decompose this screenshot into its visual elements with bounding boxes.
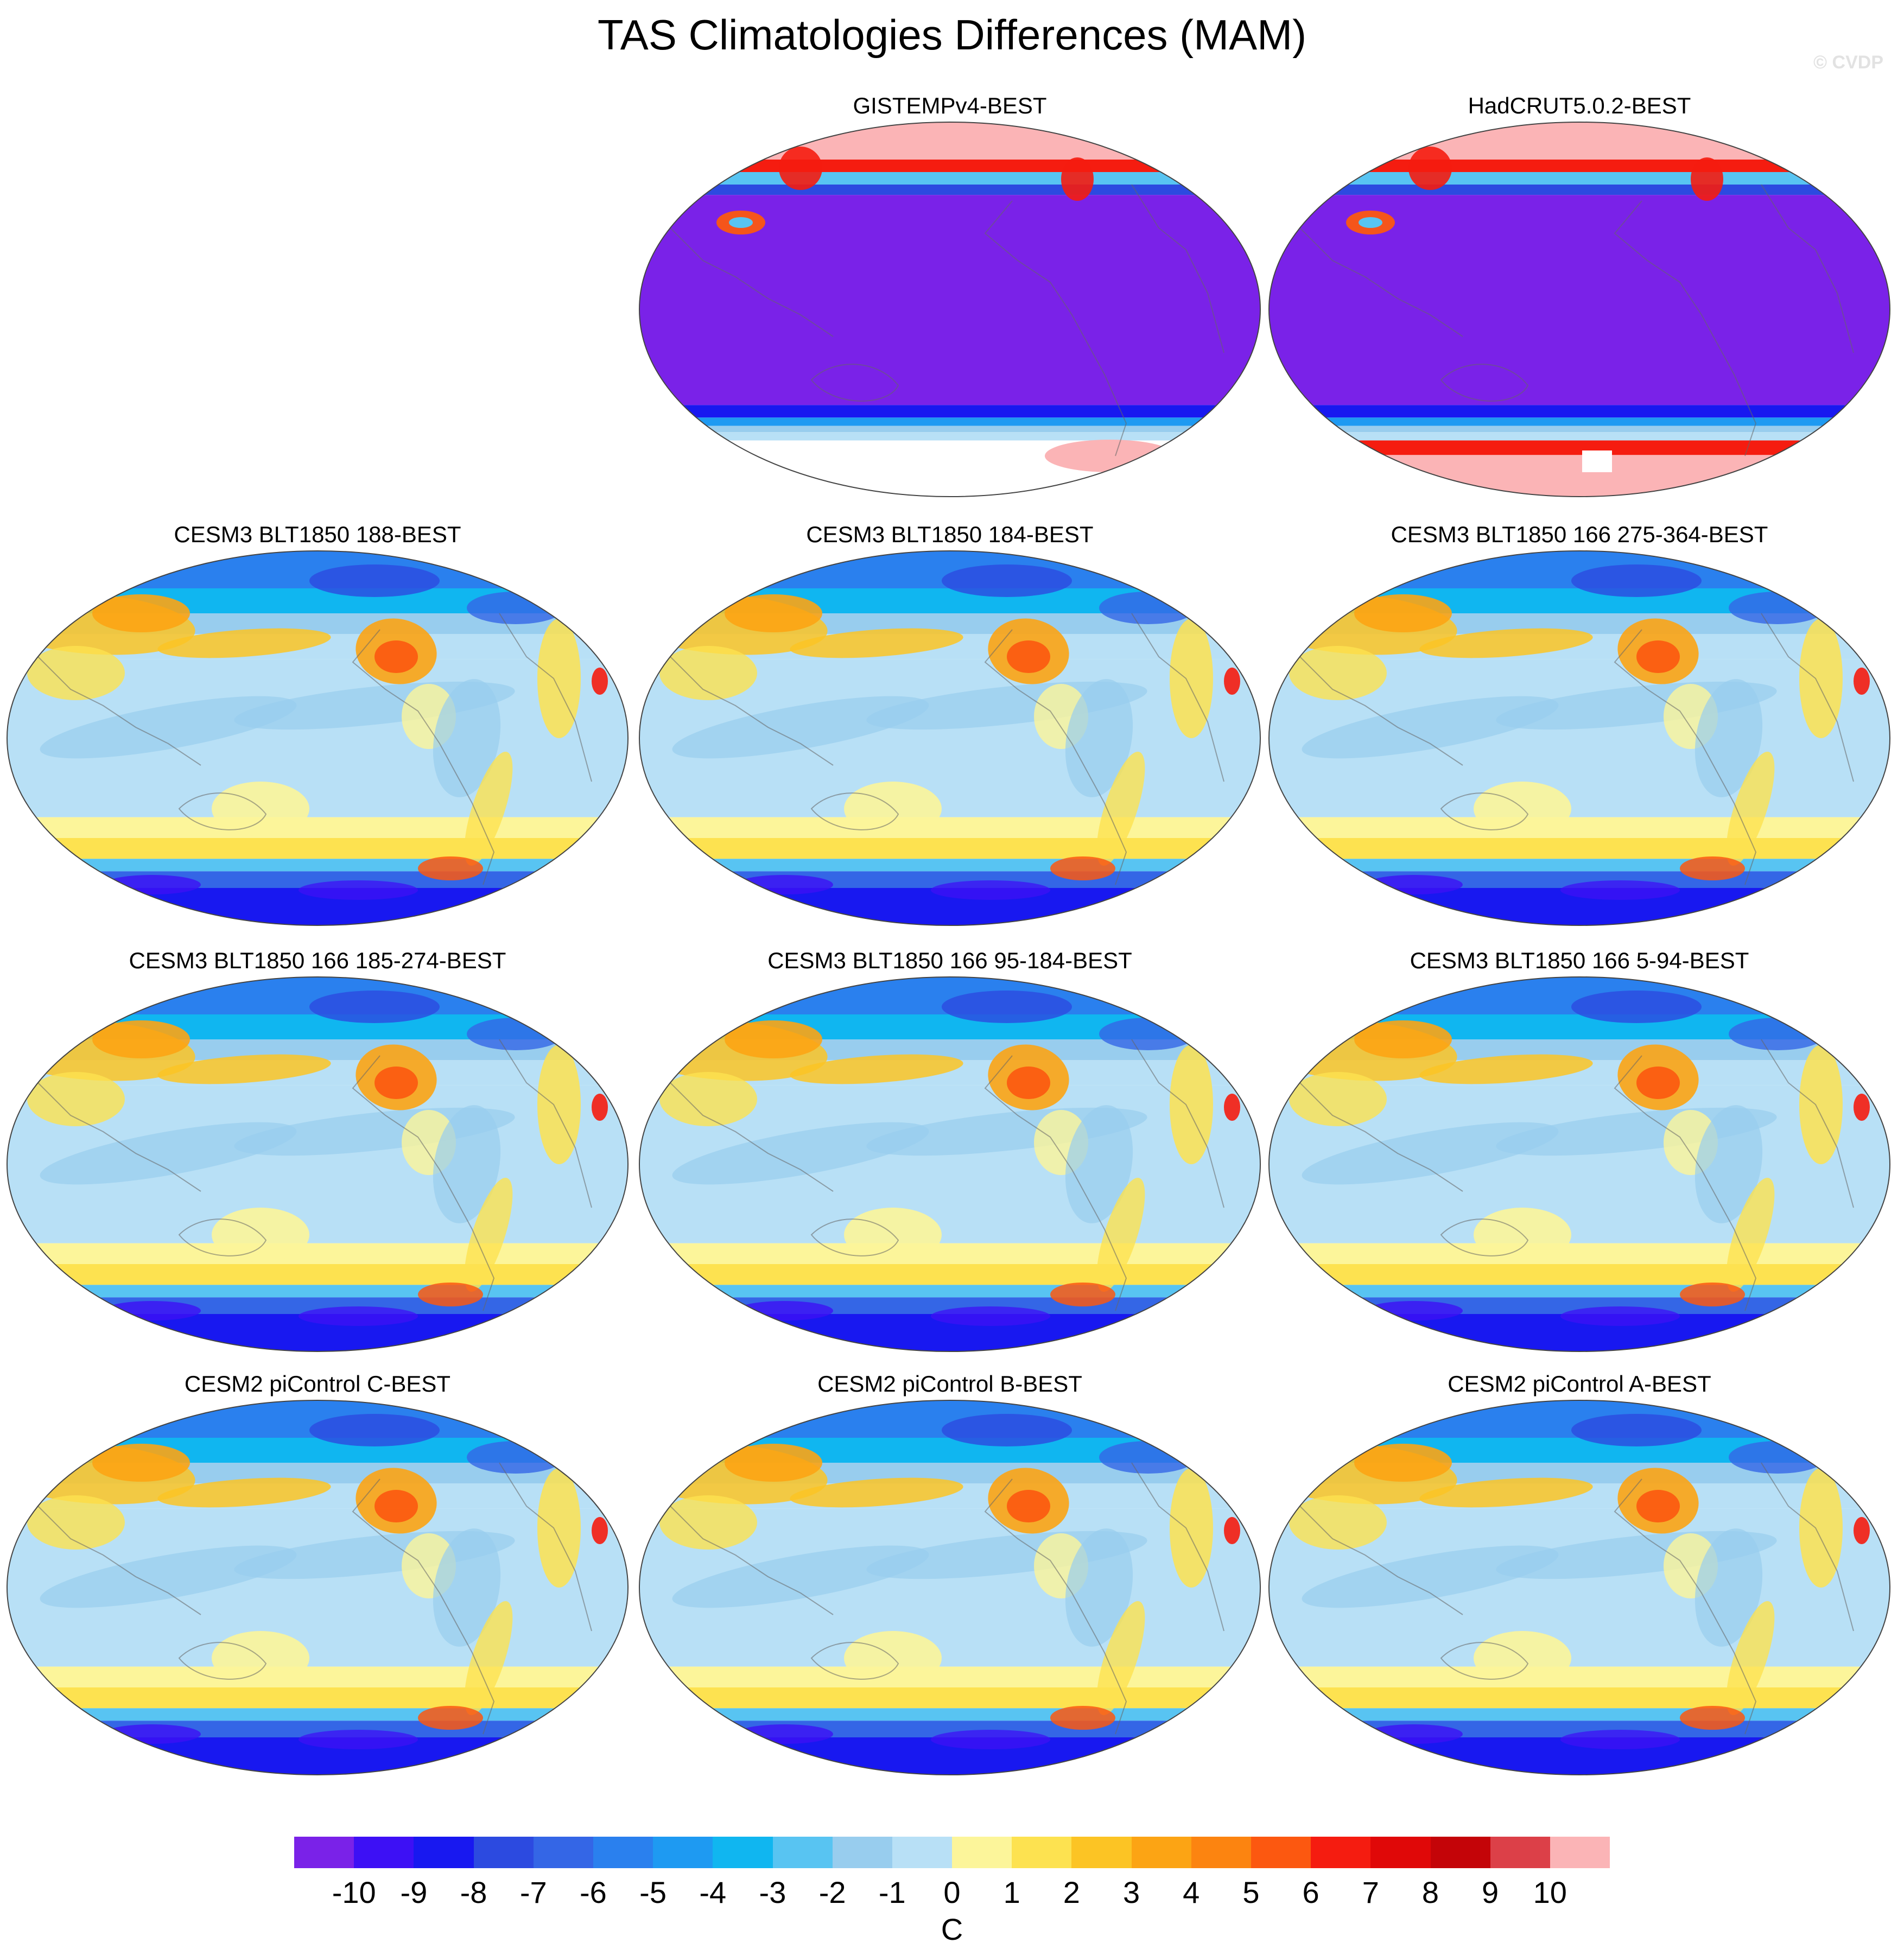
colorbar-swatch	[294, 1837, 354, 1868]
panel-title: GISTEMPv4-BEST	[853, 93, 1047, 118]
colorbar-tick-label: -1	[878, 1875, 906, 1909]
panel-title: CESM2 piControl C-BEST	[184, 1371, 451, 1397]
colorbar-ticks: -10 -9 -8 -7 -6 -5 -4 -3 -2 -1 0 1 2 3 4 5 6 7 8 9 10	[0, 1874, 1904, 1917]
panel-title: CESM3 BLT1850 166 5-94-BEST	[1410, 948, 1749, 973]
colorbar-unit: C	[941, 1912, 963, 1946]
colorbar-tick-label: 3	[1122, 1875, 1140, 1909]
colorbar-swatch	[1012, 1837, 1072, 1868]
colorbar-tick-label: -8	[460, 1875, 487, 1909]
colorbar-tick-label: -3	[759, 1875, 786, 1909]
colorbar-tick-label: 7	[1362, 1875, 1379, 1909]
colorbar-tick-label: -4	[699, 1875, 727, 1909]
colorbar-tick-label: 8	[1421, 1875, 1439, 1909]
colorbar-tick-label: 10	[1533, 1875, 1567, 1909]
colorbar-tick-label: 0	[943, 1875, 961, 1909]
colorbar-tick-label: -2	[818, 1875, 846, 1909]
colorbar-tick-label: -5	[639, 1875, 667, 1909]
colorbar-tick-label: -6	[580, 1875, 607, 1909]
panel-title: CESM3 BLT1850 188-BEST	[174, 522, 461, 547]
colorbar-tick-label: 1	[1003, 1875, 1020, 1909]
colorbar-swatch	[1430, 1837, 1490, 1868]
colorbar	[294, 1837, 1610, 1868]
colorbar-swatch	[1131, 1837, 1191, 1868]
colorbar-swatch	[713, 1837, 773, 1868]
colorbar-swatch	[1550, 1837, 1610, 1868]
world-map	[639, 122, 1261, 497]
colorbar-tick-label: 5	[1242, 1875, 1260, 1909]
panel-title: CESM3 BLT1850 184-BEST	[806, 522, 1094, 547]
colorbar-tick-label: 2	[1063, 1875, 1080, 1909]
world-map	[7, 1400, 629, 1775]
colorbar-tick-label: 4	[1183, 1875, 1200, 1909]
panel-title: CESM3 BLT1850 166 275-364-BEST	[1391, 522, 1768, 547]
colorbar-swatch	[892, 1837, 953, 1868]
colorbar-tick-label: 9	[1482, 1875, 1499, 1909]
panel-title: CESM2 piControl B-BEST	[817, 1371, 1082, 1397]
colorbar-swatch	[1370, 1837, 1431, 1868]
colorbar-swatch	[1191, 1837, 1251, 1868]
cvdp-watermark: © CVDP	[1813, 52, 1883, 73]
world-map	[639, 976, 1261, 1352]
colorbar-swatch	[832, 1837, 892, 1868]
world-map	[639, 550, 1261, 926]
colorbar-swatch	[1251, 1837, 1311, 1868]
colorbar-swatch	[1071, 1837, 1132, 1868]
panel-title: CESM2 piControl A-BEST	[1448, 1371, 1711, 1397]
world-map	[639, 1400, 1261, 1775]
colorbar-swatch	[1490, 1837, 1550, 1868]
colorbar-tick-label: -7	[519, 1875, 547, 1909]
colorbar-swatch	[593, 1837, 653, 1868]
figure-title: TAS Climatologies Differences (MAM)	[597, 11, 1307, 59]
colorbar-swatch	[414, 1837, 474, 1868]
colorbar-tick-label: -10	[332, 1875, 376, 1909]
colorbar-tick-label: -9	[400, 1875, 428, 1909]
colorbar-swatch	[354, 1837, 414, 1868]
world-map	[7, 550, 629, 926]
world-map	[1268, 976, 1890, 1352]
world-map	[1268, 122, 1890, 497]
colorbar-tick-label: 6	[1302, 1875, 1319, 1909]
world-map	[1268, 550, 1890, 926]
colorbar-swatch	[952, 1837, 1012, 1868]
colorbar-swatch	[533, 1837, 593, 1868]
colorbar-swatch	[772, 1837, 833, 1868]
colorbar-swatch	[653, 1837, 713, 1868]
colorbar-swatch	[1311, 1837, 1371, 1868]
world-map	[7, 976, 629, 1352]
panel-title: HadCRUT5.0.2-BEST	[1468, 93, 1691, 118]
world-map	[1268, 1400, 1890, 1775]
panel-title: CESM3 BLT1850 166 185-274-BEST	[129, 948, 506, 973]
panel-title: CESM3 BLT1850 166 95-184-BEST	[767, 948, 1132, 973]
colorbar-swatch	[473, 1837, 534, 1868]
